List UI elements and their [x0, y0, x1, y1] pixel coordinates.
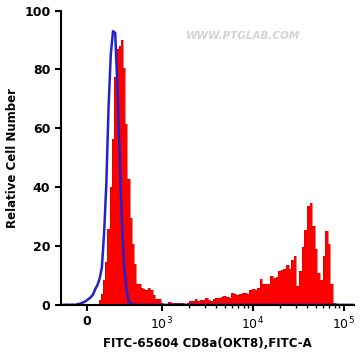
- X-axis label: FITC-65604 CD8a(OKT8),FITC-A: FITC-65604 CD8a(OKT8),FITC-A: [103, 337, 312, 350]
- Y-axis label: Relative Cell Number: Relative Cell Number: [5, 88, 18, 228]
- Text: WWW.PTGLAB.COM: WWW.PTGLAB.COM: [186, 31, 300, 41]
